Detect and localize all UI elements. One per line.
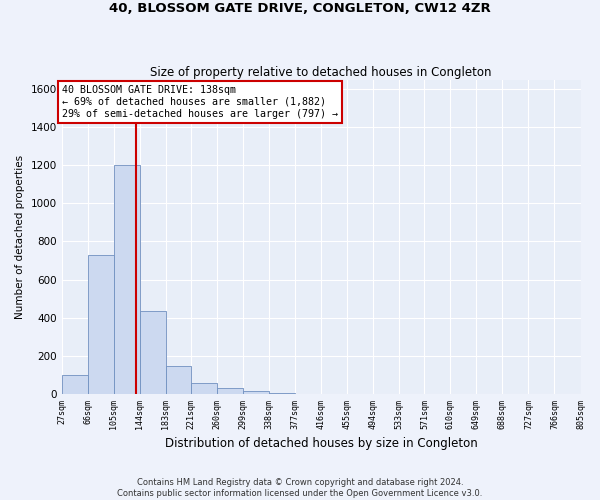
- Title: Size of property relative to detached houses in Congleton: Size of property relative to detached ho…: [151, 66, 492, 78]
- Text: 40 BLOSSOM GATE DRIVE: 138sqm
← 69% of detached houses are smaller (1,882)
29% o: 40 BLOSSOM GATE DRIVE: 138sqm ← 69% of d…: [62, 86, 338, 118]
- Y-axis label: Number of detached properties: Number of detached properties: [15, 154, 25, 319]
- Bar: [140, 311, 166, 394]
- Bar: [166, 366, 191, 394]
- Bar: [217, 388, 243, 394]
- Bar: [269, 393, 295, 394]
- X-axis label: Distribution of detached houses by size in Congleton: Distribution of detached houses by size …: [165, 437, 478, 450]
- Bar: [113, 166, 140, 394]
- Bar: [88, 255, 113, 394]
- Bar: [243, 391, 269, 394]
- Bar: [191, 384, 217, 394]
- Bar: [62, 375, 88, 394]
- Text: Contains HM Land Registry data © Crown copyright and database right 2024.
Contai: Contains HM Land Registry data © Crown c…: [118, 478, 482, 498]
- Text: 40, BLOSSOM GATE DRIVE, CONGLETON, CW12 4ZR: 40, BLOSSOM GATE DRIVE, CONGLETON, CW12 …: [109, 2, 491, 16]
